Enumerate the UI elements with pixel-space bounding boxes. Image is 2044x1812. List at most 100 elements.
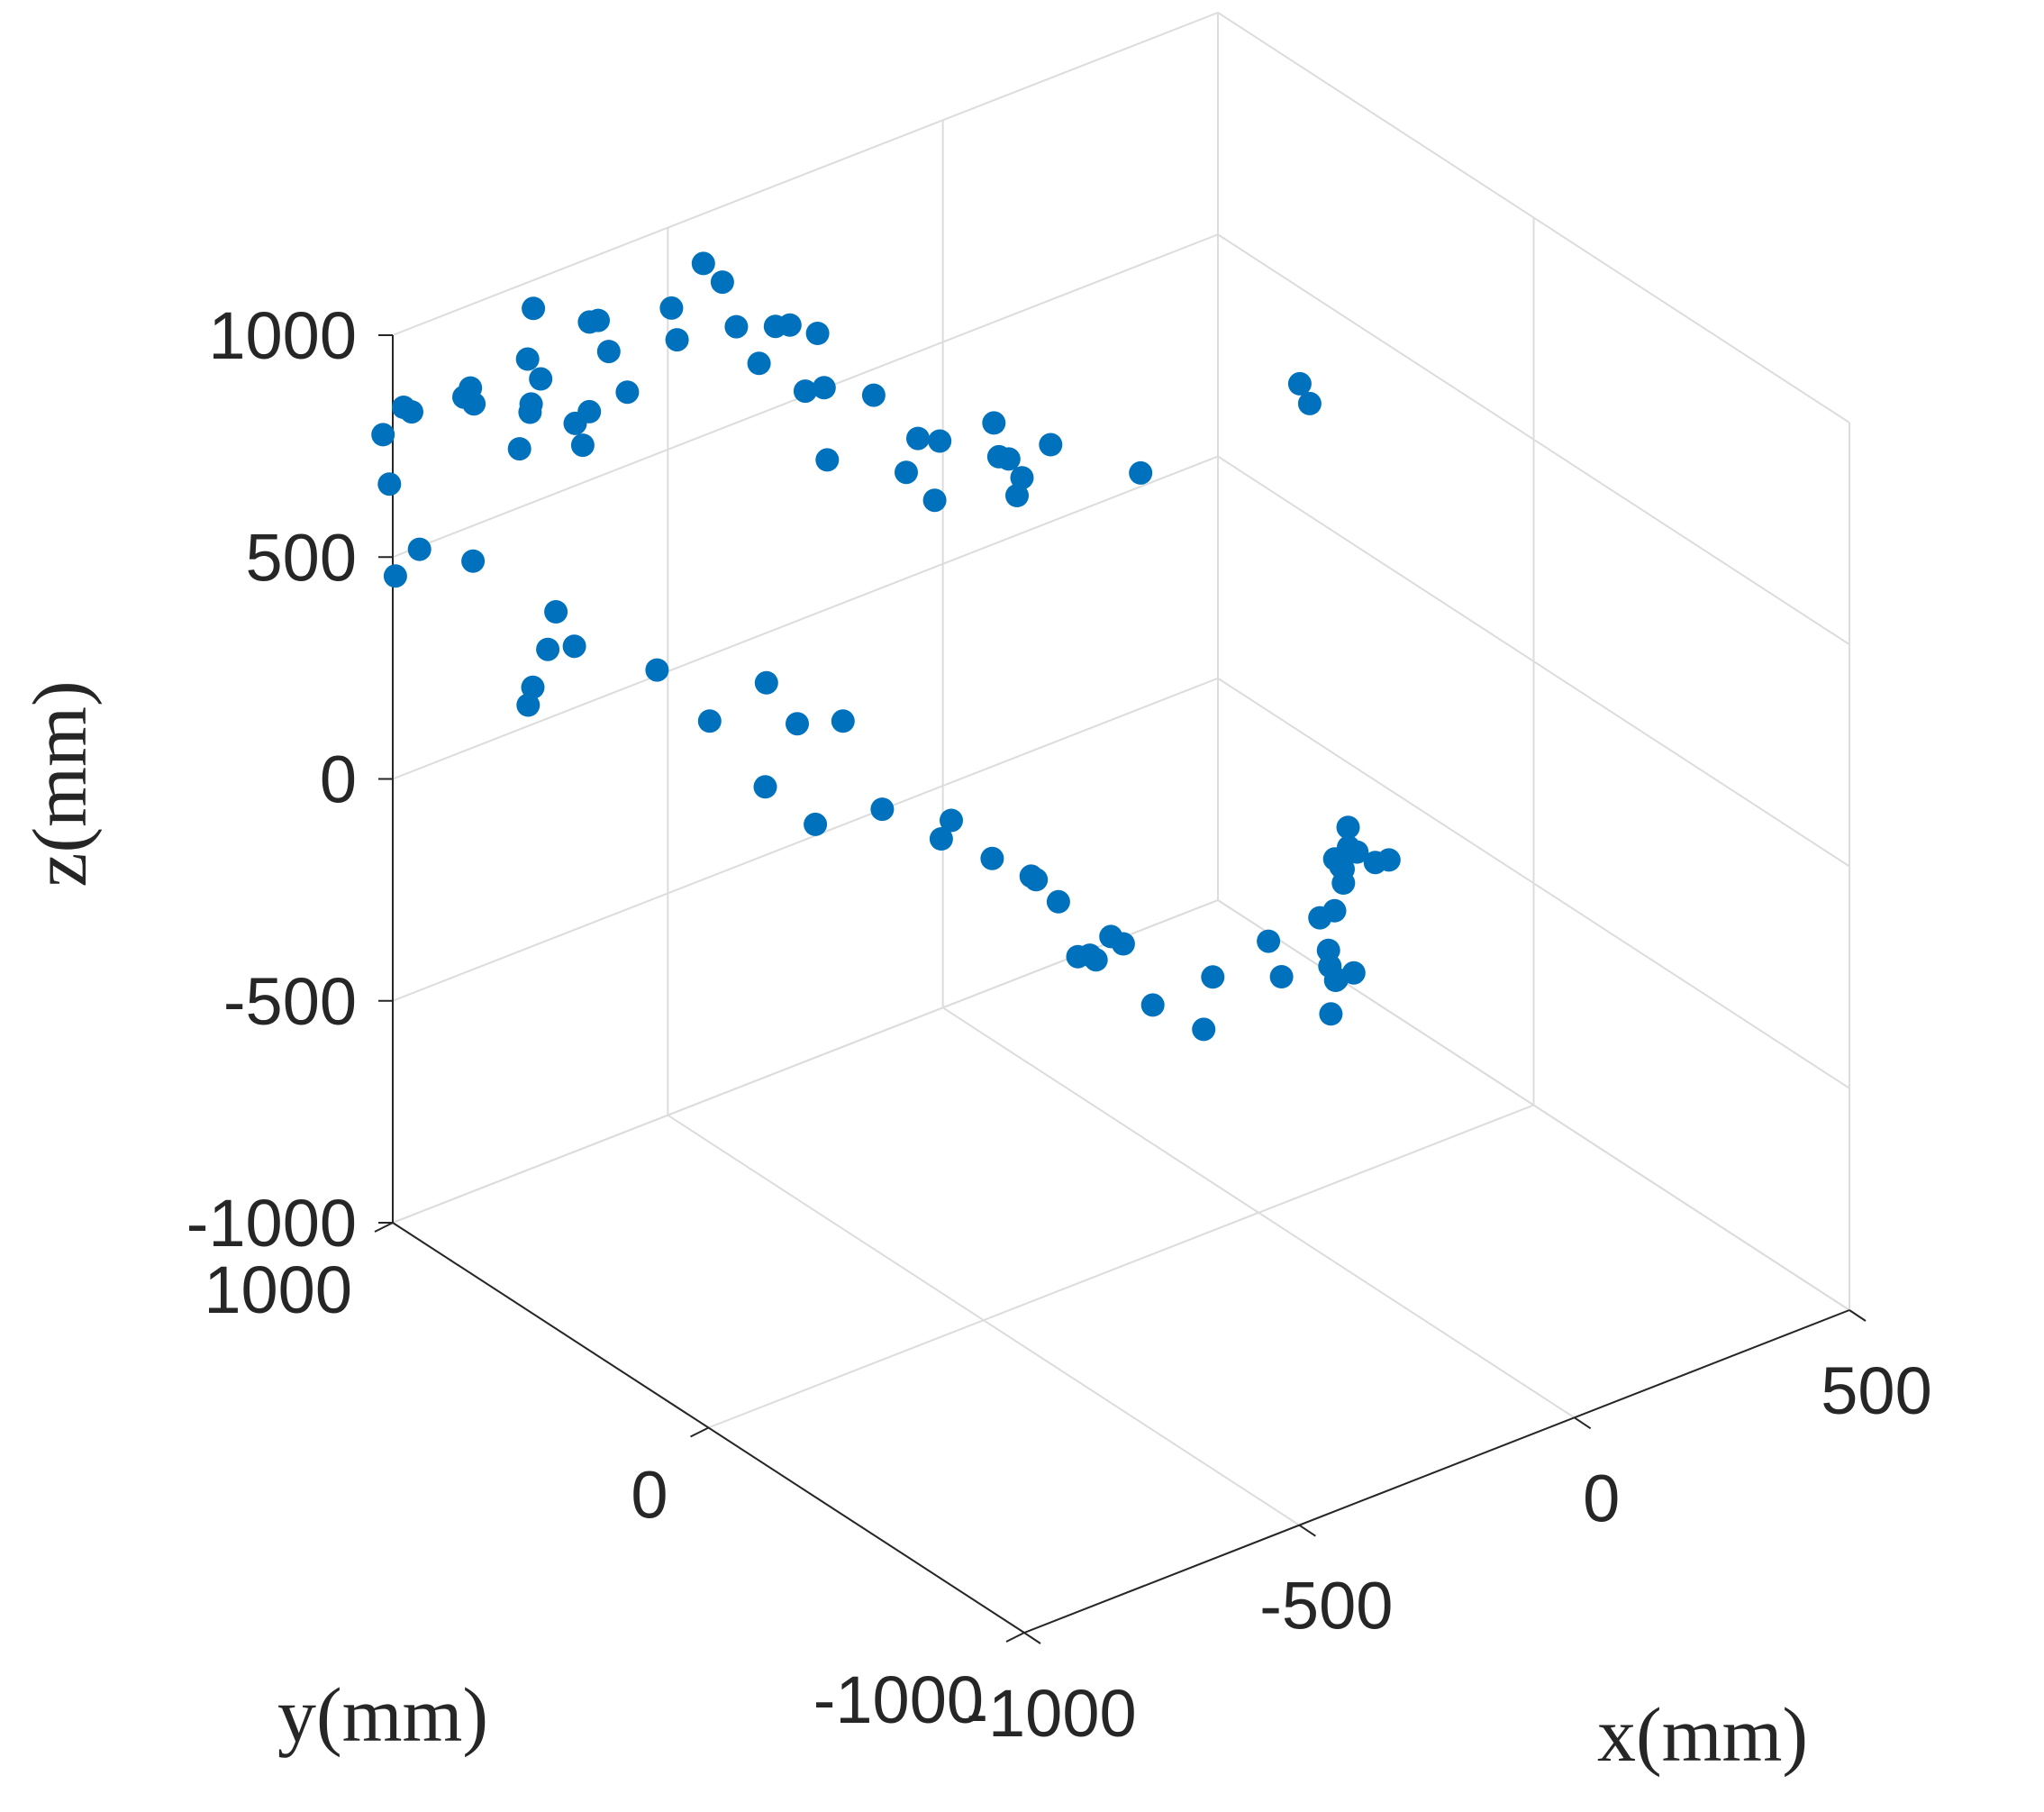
data-point — [407, 537, 432, 561]
y-tick-label: 0 — [631, 1458, 668, 1533]
data-point — [383, 564, 407, 588]
data-point — [804, 812, 828, 836]
axis-lines — [374, 334, 1867, 1644]
data-point — [377, 472, 402, 496]
data-point — [665, 328, 689, 352]
data-point — [1046, 889, 1070, 914]
data-point — [1345, 840, 1369, 864]
data-point — [562, 634, 586, 659]
data-point — [831, 709, 855, 733]
data-point — [570, 433, 595, 458]
data-point — [522, 296, 546, 321]
data-point — [1336, 815, 1360, 840]
data-point — [982, 411, 1006, 435]
grid-line — [1217, 677, 1850, 1089]
data-point — [870, 797, 895, 822]
x-axis-label: x(mm) — [1597, 1691, 1808, 1778]
grid-line — [392, 455, 1219, 780]
data-point — [1257, 929, 1281, 953]
data-point — [615, 380, 640, 405]
data-point — [922, 488, 947, 513]
data-point — [507, 437, 531, 461]
data-point — [697, 709, 722, 733]
z-tick-label: 0 — [320, 742, 357, 817]
data-point — [928, 429, 952, 453]
grid-line — [392, 12, 1219, 336]
data-point — [1287, 371, 1312, 396]
data-point — [461, 549, 486, 573]
data-points — [371, 251, 1401, 1042]
z-axis-label: z(mm) — [16, 680, 103, 887]
data-point — [906, 426, 930, 451]
data-point — [392, 396, 415, 419]
data-point — [452, 385, 476, 409]
data-point — [1129, 460, 1153, 485]
data-point — [986, 444, 1011, 469]
grid-line — [708, 1104, 1534, 1429]
data-point — [1010, 466, 1034, 490]
grid-line — [392, 677, 1219, 1002]
data-point — [521, 675, 545, 699]
data-point — [1140, 993, 1165, 1017]
z-tick-label: -500 — [223, 964, 357, 1039]
x-tick-label: -1000 — [966, 1676, 1136, 1751]
y-tick-mark — [690, 1426, 709, 1438]
data-point — [1192, 1017, 1216, 1042]
y-tick-label: -1000 — [813, 1662, 984, 1737]
grid-line — [1217, 233, 1850, 646]
data-point — [1084, 948, 1108, 972]
data-point — [812, 376, 836, 400]
data-point — [577, 310, 602, 334]
x-axis-line — [1023, 1309, 1850, 1634]
data-point — [815, 448, 840, 472]
data-point — [563, 411, 587, 435]
grid-lines — [392, 12, 1850, 1634]
data-point — [710, 270, 734, 295]
data-point — [724, 314, 749, 339]
z-tick-label: 500 — [246, 520, 357, 595]
data-point — [793, 379, 817, 404]
data-point — [1269, 965, 1294, 988]
data-point — [763, 314, 787, 339]
y-tick-mark — [374, 1222, 394, 1233]
data-point — [980, 846, 1004, 870]
y-tick-label: 1000 — [204, 1252, 352, 1327]
data-point — [753, 775, 777, 799]
x-tick-label: 500 — [1821, 1353, 1931, 1428]
data-point — [1308, 906, 1332, 930]
x-tick-mark — [1023, 1632, 1041, 1644]
data-point — [861, 383, 886, 407]
data-point — [1039, 433, 1063, 457]
data-point — [1316, 938, 1340, 962]
data-point — [786, 712, 809, 736]
z-tick-label: 1000 — [208, 298, 357, 373]
data-point — [596, 340, 621, 364]
y-axis-label: y(mm) — [277, 1671, 488, 1758]
x-tick-mark — [1298, 1524, 1316, 1537]
data-point — [1201, 965, 1225, 989]
data-point — [536, 637, 560, 661]
data-point — [518, 400, 542, 424]
data-point — [1297, 391, 1322, 415]
data-point — [805, 322, 830, 345]
data-point — [515, 347, 540, 371]
data-point — [940, 808, 963, 833]
x-tick-label: 0 — [1583, 1461, 1620, 1535]
x-tick-label: -500 — [1259, 1569, 1393, 1644]
z-tick-label: -1000 — [186, 1186, 357, 1261]
axis-labels: z(mm) y(mm) x(mm) — [16, 680, 1808, 1778]
data-point — [1376, 848, 1401, 872]
data-point — [1319, 1002, 1343, 1026]
x-tick-mark — [1574, 1416, 1592, 1430]
data-point — [544, 600, 568, 624]
data-point — [1329, 854, 1353, 879]
data-point — [929, 827, 953, 851]
data-point — [747, 351, 771, 376]
grid-line — [1217, 455, 1850, 868]
data-point — [691, 251, 715, 276]
grid-line — [1217, 12, 1850, 423]
data-point — [1325, 967, 1349, 991]
data-point — [645, 658, 669, 682]
data-point — [1005, 484, 1029, 507]
